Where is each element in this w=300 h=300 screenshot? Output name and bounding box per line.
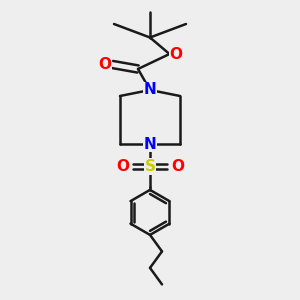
Text: N: N bbox=[144, 82, 156, 98]
Text: O: O bbox=[116, 159, 129, 174]
Text: O: O bbox=[169, 46, 183, 62]
Text: N: N bbox=[144, 136, 156, 152]
Text: O: O bbox=[171, 159, 184, 174]
Text: O: O bbox=[98, 57, 112, 72]
Text: S: S bbox=[145, 159, 155, 174]
